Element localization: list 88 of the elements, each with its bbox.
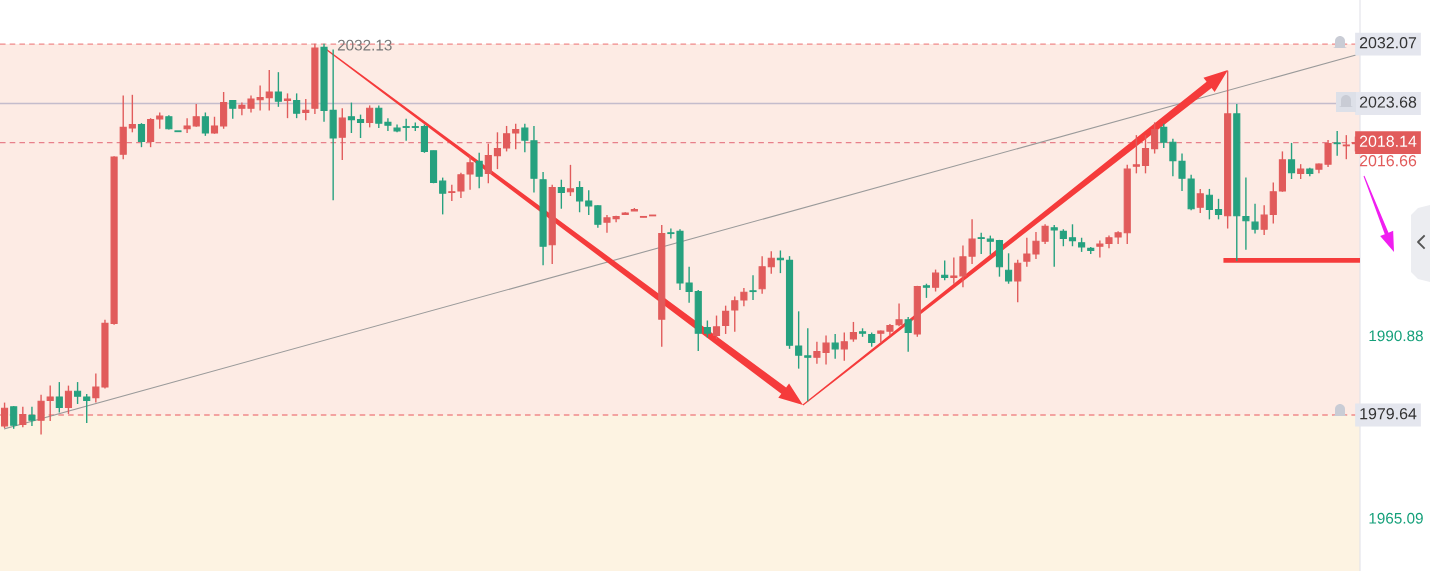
candlestick	[767, 250, 775, 275]
candlestick	[439, 176, 447, 216]
candlestick	[1005, 252, 1013, 285]
candlestick	[229, 99, 237, 120]
candlestick	[503, 125, 511, 153]
candlestick	[795, 310, 803, 370]
candlestick	[1196, 188, 1204, 214]
candlestick	[384, 117, 392, 132]
candlestick	[356, 113, 365, 139]
candlestick	[557, 179, 565, 210]
candlestick	[192, 103, 200, 128]
candlestick	[402, 118, 410, 142]
candlestick	[0, 401, 9, 429]
candlestick	[1151, 121, 1159, 155]
candlestick	[1160, 123, 1168, 149]
candlestick	[712, 314, 721, 340]
candlestick	[46, 384, 54, 422]
candlestick	[1260, 204, 1268, 236]
candlestick	[493, 131, 502, 170]
candlestick	[147, 117, 155, 148]
candlestick	[731, 295, 739, 333]
candlestick	[366, 104, 374, 129]
candlestick	[1050, 224, 1058, 268]
candlestick	[302, 98, 310, 121]
candlestick	[1287, 142, 1296, 180]
candlestick	[566, 164, 575, 197]
candlestick	[722, 304, 730, 335]
candlestick	[1169, 137, 1177, 177]
candlestick	[941, 259, 949, 281]
candlestick	[137, 122, 146, 148]
candlestick	[594, 204, 602, 229]
annotation: 2016.66	[1359, 155, 1417, 167]
candlestick	[74, 381, 82, 405]
candlestick	[1014, 258, 1022, 303]
candlestick	[1269, 181, 1277, 225]
candlestick	[1068, 223, 1077, 247]
candlestick	[293, 92, 301, 119]
candlestick	[977, 232, 985, 255]
candlestick	[274, 71, 282, 108]
candlestick	[37, 394, 45, 436]
candlestick	[83, 393, 91, 424]
candlestick	[758, 255, 766, 295]
candlestick	[585, 189, 593, 216]
candlestick	[804, 327, 812, 402]
candlestick	[1205, 188, 1213, 221]
candlestick	[283, 92, 292, 119]
candlestick	[265, 69, 273, 112]
ref-line-label: 2023.68	[1359, 96, 1417, 108]
annotation: 2032.13	[337, 39, 392, 51]
candlestick	[375, 104, 383, 129]
candlestick	[1342, 134, 1350, 160]
candlestick	[1214, 198, 1223, 221]
candlestick	[740, 287, 748, 308]
candlestick	[1141, 134, 1150, 175]
candlestick	[10, 405, 18, 430]
candlestick	[475, 152, 483, 189]
y-tick-label: 1990.88	[1369, 330, 1423, 342]
candlestick	[1333, 130, 1341, 157]
candlestick	[484, 142, 492, 184]
candlestick	[521, 123, 529, 153]
candlestick	[448, 183, 456, 202]
candlestick	[201, 111, 209, 137]
candlestick	[849, 321, 857, 343]
candlestick	[338, 107, 346, 161]
candlestick	[950, 256, 958, 285]
candlestick	[19, 406, 27, 429]
candlestick	[895, 302, 903, 327]
candlestick	[183, 117, 191, 134]
ref-line-label: 1979.64	[1360, 408, 1417, 420]
candlestick	[64, 384, 73, 415]
candlestick	[840, 331, 848, 362]
candlestick	[749, 274, 757, 301]
candlestick	[1132, 134, 1140, 175]
y-tick-label: 1965.09	[1369, 512, 1423, 524]
candlestick	[347, 101, 355, 134]
candlestick	[932, 268, 940, 293]
candlestick	[128, 94, 136, 134]
ref-line-label: 2018.14	[1359, 135, 1417, 147]
candlestick	[576, 180, 584, 213]
candlestick	[1251, 203, 1259, 235]
candlestick	[220, 91, 228, 130]
candlestick	[1242, 176, 1250, 251]
candlestick	[986, 234, 994, 256]
ref-line-label: 2032.07	[1359, 37, 1417, 49]
candlestick	[28, 406, 36, 427]
candlestick	[55, 381, 63, 414]
candlestick	[904, 316, 912, 353]
candlestick	[512, 123, 520, 150]
